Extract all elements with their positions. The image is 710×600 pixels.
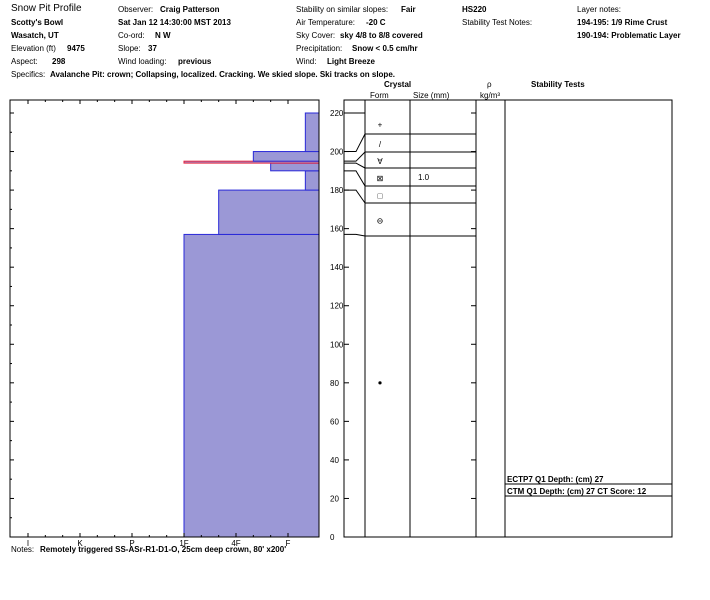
aspect-label: Aspect: (11, 57, 38, 66)
rho-header: ρ (487, 80, 492, 89)
crystal-form-symbol: ∀ (377, 157, 383, 166)
stability-notes-label: Stability Test Notes: (462, 18, 533, 27)
layer-bar (270, 162, 320, 172)
elevation-value: 9475 (67, 44, 85, 53)
datetime: Sat Jan 12 14:30:00 MST 2013 (118, 18, 231, 27)
depth-tick-label: 120 (330, 302, 344, 311)
layer-connector (344, 170, 366, 187)
depth-tick-label: 200 (330, 148, 344, 157)
crystal-size-value: 1.0 (418, 173, 430, 182)
layer-connector (344, 233, 366, 237)
depth-tick-label: 220 (330, 109, 344, 118)
precip-value: Snow < 0.5 cm/hr (352, 44, 418, 53)
depth-tick-label: 0 (330, 533, 335, 542)
hs-value: HS220 (462, 5, 487, 14)
sky-cover-label: Sky Cover: (296, 31, 336, 40)
size-header: Size (mm) (413, 91, 450, 100)
layer-bar (252, 151, 320, 162)
crystal-form-symbol: □ (378, 192, 383, 201)
coord-value: N W (155, 31, 171, 40)
wind-value: Light Breeze (327, 57, 376, 66)
wind-loading-value: previous (178, 57, 212, 66)
layer-note-2: 190-194: Problematic Layer (577, 31, 681, 40)
depth-tick-label: 100 (330, 340, 344, 349)
crystal-rows: + / ∀ ⊠ 1.0 □ ⊖ (365, 121, 476, 237)
aspect-value: 298 (52, 57, 66, 66)
location-name: Scotty's Bowl (11, 18, 64, 27)
crystal-form-symbol: ⊖ (377, 217, 384, 226)
hardness-tick-label: F (286, 539, 291, 548)
crystal-form-symbol: / (379, 140, 382, 149)
layer-bar (304, 170, 320, 191)
notes-value: Remotely triggered SS-ASr-R1-D1-O, 25cm … (40, 545, 287, 554)
air-temp-value: -20 C (366, 18, 386, 27)
hardness-plot-frame (9, 99, 320, 538)
slope-value: 37 (148, 44, 157, 53)
specifics-label: Specifics: (11, 70, 46, 79)
depth-dot-marker (378, 381, 382, 385)
layer-note-1: 194-195: 1/9 Rime Crust (577, 18, 668, 27)
form-header: Form (370, 91, 389, 100)
crystal-form-symbol: + (378, 121, 383, 130)
slope-label: Slope: (118, 44, 141, 53)
depth-axis: 0 20 40 60 80 100 120 140 160 180 200 220 (10, 109, 476, 542)
hardness-tick-label: P (129, 539, 134, 548)
crystal-form-symbol: ⊠ (377, 174, 384, 183)
coord-label: Co-ord: (118, 31, 145, 40)
layer-connector (344, 162, 366, 169)
hardness-tick-label: 1F (179, 539, 188, 548)
stability-test-1: ECTP7 Q1 Depth: (cm) 27 (507, 475, 604, 484)
layer-connector (344, 151, 366, 162)
stability-test-2: CTM Q1 Depth: (cm) 27 CT Score: 12 (507, 487, 647, 496)
stability-tests-header: Stability Tests (531, 80, 585, 89)
hardness-tick-label: 4F (231, 539, 240, 548)
stability-label: Stability on similar slopes: (296, 5, 389, 14)
sky-cover-value: sky 4/8 to 8/8 covered (340, 31, 423, 40)
density-unit-header: kg/m³ (480, 91, 500, 100)
depth-tick-label: 20 (330, 494, 339, 503)
wind-label: Wind: (296, 57, 317, 66)
hardness-layers (183, 112, 320, 538)
layer-connector (344, 133, 366, 153)
observer-label: Observer: (118, 5, 154, 14)
layer-bar (304, 112, 320, 153)
stability-value: Fair (401, 5, 416, 14)
wind-loading-label: Wind loading: (118, 57, 167, 66)
layer-bar (183, 233, 320, 538)
crystal-header: Crystal (384, 80, 412, 89)
hardness-tick-label: I (27, 539, 29, 548)
air-temp-label: Air Temperature: (296, 18, 355, 27)
depth-tick-label: 40 (330, 456, 339, 465)
layer-connector (344, 189, 366, 204)
layer-connectors (344, 112, 366, 237)
notes-label: Notes: (11, 545, 35, 554)
depth-tick-label: 160 (330, 225, 344, 234)
depth-tick-label: 140 (330, 263, 344, 272)
depth-tick-label: 80 (330, 379, 339, 388)
elevation-label: Elevation (ft) (11, 44, 56, 53)
depth-tick-label: 60 (330, 417, 339, 426)
hardness-tick-label: K (77, 539, 83, 548)
depth-tick-label: 180 (330, 186, 344, 195)
precip-label: Precipitation: (296, 44, 343, 53)
layer-bar (218, 189, 320, 235)
layer-notes-label: Layer notes: (577, 5, 622, 14)
specifics-value: Avalanche Pit: crown; Collapsing, locali… (50, 70, 395, 79)
observer-value: Craig Patterson (160, 5, 220, 14)
page-title: Snow Pit Profile (11, 3, 82, 14)
hardness-ticks: I K P 1F 4F F (27, 100, 291, 548)
region: Wasatch, UT (11, 31, 59, 40)
crystal-table-frame (343, 99, 673, 538)
